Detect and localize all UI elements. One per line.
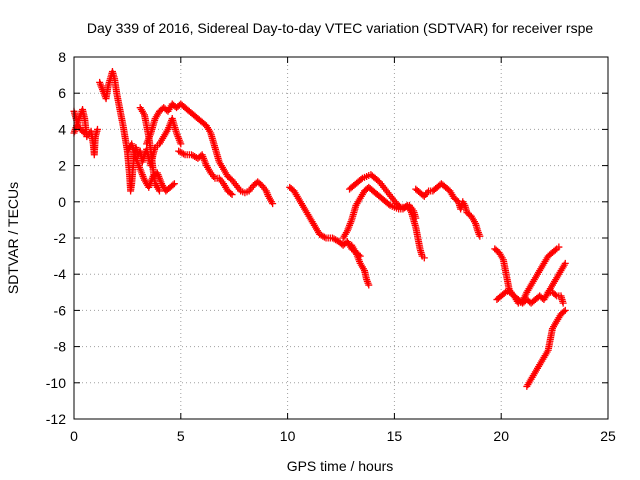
series-s6 bbox=[143, 100, 277, 208]
y-tick-label: 4 bbox=[58, 121, 66, 137]
y-tick-label: -10 bbox=[46, 375, 66, 391]
y-tick-label: -8 bbox=[54, 339, 67, 355]
data-point-marker bbox=[320, 233, 328, 241]
data-point-marker bbox=[170, 180, 178, 188]
data-point-marker bbox=[357, 175, 365, 183]
data-point-marker bbox=[169, 181, 177, 189]
data-point-marker bbox=[177, 140, 185, 148]
data-point-marker bbox=[81, 129, 89, 137]
x-tick-label: 0 bbox=[70, 428, 78, 444]
series-s2 bbox=[70, 107, 89, 137]
series-s3 bbox=[96, 67, 185, 195]
chart-title: Day 339 of 2016, Sidereal Day-to-day VTE… bbox=[87, 20, 593, 36]
data-point-marker bbox=[559, 299, 567, 307]
data-point-marker bbox=[227, 189, 235, 197]
x-tick-label: 10 bbox=[280, 428, 296, 444]
data-point-marker bbox=[561, 306, 569, 314]
data-point-marker bbox=[155, 187, 163, 195]
y-tick-label: 0 bbox=[58, 194, 66, 210]
series-s7 bbox=[175, 147, 236, 199]
data-point-marker bbox=[412, 214, 420, 222]
data-points bbox=[70, 67, 569, 390]
x-axis-ticks: 0 5 10 15 20 25 bbox=[70, 57, 616, 444]
series-s10 bbox=[348, 241, 373, 289]
data-point-marker bbox=[560, 308, 568, 316]
y-axis-ticks: -12 -10 -8 -6 -4 -2 0 2 4 6 8 bbox=[46, 49, 608, 427]
series-s11 bbox=[346, 171, 420, 222]
data-point-marker bbox=[476, 232, 484, 240]
y-tick-label: 8 bbox=[58, 49, 66, 65]
data-point-marker bbox=[555, 243, 563, 251]
x-axis-label: GPS time / hours bbox=[287, 458, 394, 474]
data-point-marker bbox=[179, 150, 187, 158]
x-tick-label: 5 bbox=[177, 428, 185, 444]
data-point-marker bbox=[551, 291, 559, 299]
series-s16 bbox=[544, 259, 569, 296]
data-point-marker bbox=[500, 290, 508, 298]
series-s12 bbox=[412, 180, 484, 240]
x-tick-label: 15 bbox=[387, 428, 403, 444]
data-point-marker bbox=[228, 191, 236, 199]
series-s15 bbox=[523, 306, 569, 390]
y-axis-label: SDTVAR / TECUs bbox=[5, 182, 21, 294]
x-tick-label: 25 bbox=[600, 428, 616, 444]
y-tick-label: -12 bbox=[46, 411, 66, 427]
data-point-marker bbox=[420, 254, 428, 262]
y-tick-label: -6 bbox=[54, 302, 67, 318]
data-point-marker bbox=[385, 200, 393, 208]
data-point-marker bbox=[395, 202, 403, 210]
data-point-marker bbox=[365, 281, 373, 289]
y-tick-label: -4 bbox=[54, 266, 67, 282]
y-tick-label: 6 bbox=[58, 85, 66, 101]
data-point-marker bbox=[269, 200, 277, 208]
series-s14 bbox=[493, 243, 563, 307]
data-point-marker bbox=[93, 125, 101, 133]
y-tick-label: 2 bbox=[58, 158, 66, 174]
data-point-marker bbox=[79, 128, 87, 136]
grid-lines bbox=[74, 57, 608, 419]
data-point-marker bbox=[561, 259, 569, 267]
data-point-marker bbox=[551, 246, 559, 254]
y-tick-label: -2 bbox=[54, 230, 67, 246]
x-tick-label: 20 bbox=[493, 428, 509, 444]
